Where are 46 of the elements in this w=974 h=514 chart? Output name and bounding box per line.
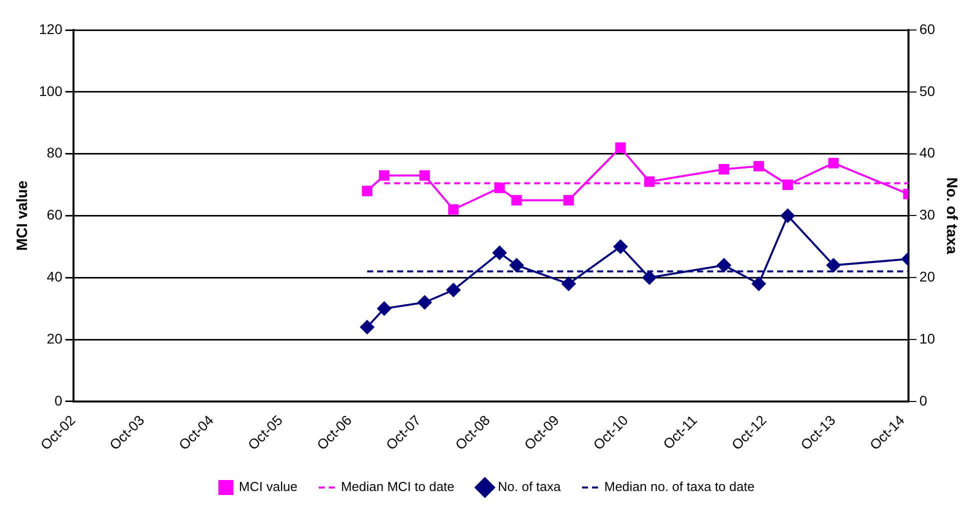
point [419, 170, 430, 181]
y2-tick-label: 60 [919, 20, 936, 37]
point [642, 270, 656, 285]
point [718, 164, 730, 175]
point [615, 142, 626, 153]
point [782, 180, 793, 190]
point [418, 295, 432, 310]
point [510, 258, 524, 272]
point [492, 246, 507, 260]
point [828, 158, 839, 168]
y2-tick-label: 0 [919, 392, 928, 408]
point [644, 176, 655, 187]
point [562, 276, 576, 291]
y-tick-label: 100 [39, 82, 63, 99]
y2-tick-label: 10 [919, 330, 936, 346]
y2-axis-title: No. of taxa [942, 177, 960, 255]
point [754, 160, 764, 172]
legend-label: No. of taxa [498, 479, 562, 494]
point [448, 204, 459, 215]
y2-tick-label: 30 [919, 206, 936, 223]
point [752, 276, 766, 291]
point [362, 186, 372, 196]
legend-label: MCI value [238, 479, 298, 494]
y2-tick-label: 50 [919, 82, 936, 99]
y-tick-label: 40 [46, 268, 63, 284]
y-axis-title: MCI value [14, 180, 32, 251]
y-tick-label: 20 [46, 330, 63, 346]
point [716, 258, 731, 272]
y-tick-label: 80 [46, 144, 63, 161]
y-tick-label: 0 [54, 392, 63, 408]
point [446, 282, 460, 297]
y2-tick-label: 20 [919, 268, 936, 284]
point [511, 194, 522, 206]
point [780, 208, 795, 223]
point [360, 320, 374, 334]
point [613, 240, 628, 254]
legend-label: Median no. of taxa to date [604, 479, 755, 494]
point [377, 302, 392, 316]
point [378, 170, 390, 181]
y-tick-label: 120 [39, 20, 63, 37]
point [563, 194, 574, 206]
legend-label: Median MCI to date [340, 479, 454, 494]
point [826, 258, 841, 272]
point [494, 182, 505, 194]
y-tick-label: 60 [46, 206, 63, 223]
y2-tick-label: 40 [919, 144, 936, 161]
